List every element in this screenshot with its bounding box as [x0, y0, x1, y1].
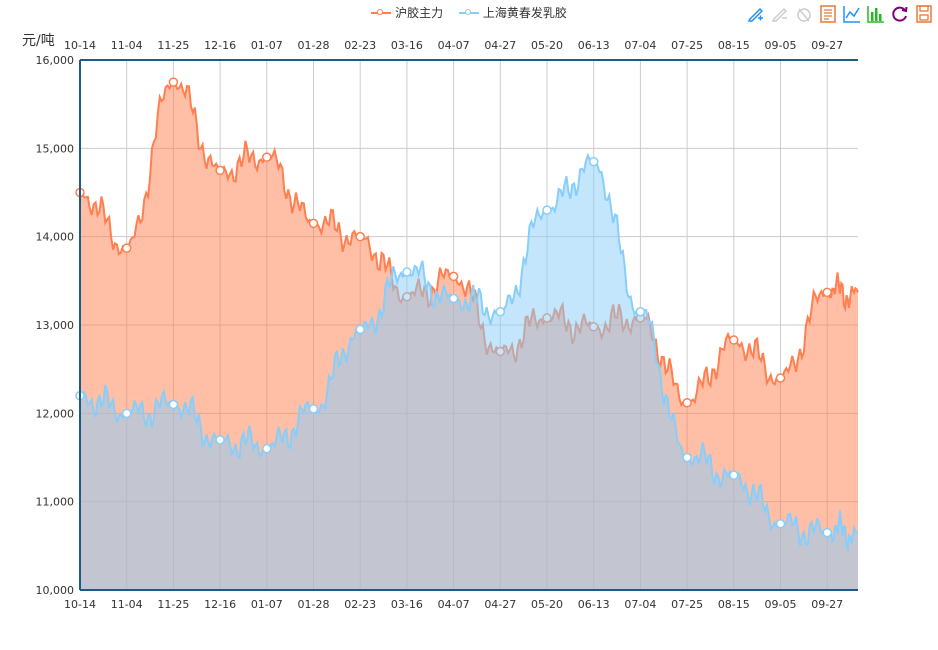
x-tick-label-top-15: 09-05 [765, 39, 797, 52]
x-tick-label-top-10: 05-20 [531, 39, 563, 52]
y-tick-label-0: 10,000 [36, 584, 75, 597]
series-2-point-9 [495, 307, 506, 317]
series-2-line [79, 152, 858, 553]
legend-swatch-series2 [458, 8, 479, 18]
series-1-point-14 [729, 335, 739, 345]
series-2-point-10 [542, 205, 552, 215]
x-tick-label-top-11: 06-13 [578, 39, 610, 52]
y-tick-label-1: 11,000 [36, 496, 75, 509]
x-tick-label-top-2: 11-25 [157, 39, 189, 52]
x-tick-label-bottom-12: 07-04 [624, 598, 656, 611]
x-tick-label-top-7: 03-16 [391, 39, 423, 52]
x-tick-label-bottom-6: 02-23 [344, 598, 376, 611]
series-2-point-13 [682, 452, 692, 463]
x-tick-label-top-4: 01-07 [251, 39, 283, 52]
series-2-point-4 [262, 443, 272, 454]
series-2-point-15 [775, 519, 786, 529]
x-tick-label-top-5: 01-28 [298, 39, 330, 52]
series-1-point-8 [448, 271, 459, 282]
series-2-point-11 [588, 156, 599, 167]
legend: 沪胶主力 上海黄春发乳胶 [0, 4, 938, 21]
x-tick-label-top-9: 04-27 [484, 39, 516, 52]
x-tick-label-bottom-0: 10-14 [64, 598, 96, 611]
legend-label-series1: 沪胶主力 [395, 6, 444, 20]
series-1-point-3 [215, 165, 225, 176]
x-tick-label-bottom-16: 09-27 [811, 598, 843, 611]
mark-icon[interactable] [746, 4, 766, 24]
x-tick-label-bottom-2: 11-25 [157, 598, 189, 611]
x-tick-label-bottom-11: 06-13 [578, 598, 610, 611]
x-tick-label-top-1: 11-04 [111, 39, 143, 52]
x-tick-label-top-0: 10-14 [64, 39, 96, 52]
x-tick-label-bottom-4: 01-07 [251, 598, 283, 611]
x-tick-label-bottom-10: 05-20 [531, 598, 563, 611]
series-1-point-5 [308, 218, 319, 229]
series-2-point-3 [215, 435, 225, 445]
series-2-point-1 [121, 408, 132, 419]
series-1-point-13 [682, 397, 692, 408]
y-tick-label-4: 14,000 [36, 231, 75, 244]
legend-item-series1[interactable]: 沪胶主力 [371, 4, 443, 21]
y-axis-unit-label: 元/吨 [22, 33, 55, 49]
series-2-point-2 [168, 399, 179, 410]
y-tick-label-2: 12,000 [36, 407, 75, 420]
save-image-icon[interactable] [914, 4, 934, 24]
series-1-point-15 [775, 373, 786, 383]
x-tick-label-top-12: 07-04 [624, 39, 656, 52]
x-tick-label-bottom-15: 09-05 [765, 598, 797, 611]
legend-label-series2: 上海黄春发乳胶 [482, 6, 567, 20]
series-2-point-14 [729, 470, 739, 480]
x-tick-label-top-8: 04-07 [438, 39, 470, 52]
x-tick-label-top-14: 08-15 [718, 39, 750, 52]
series-2-point-5 [308, 404, 319, 414]
bar-chart-icon[interactable] [866, 4, 886, 24]
y-tick-label-3: 13,000 [36, 319, 75, 332]
x-tick-label-top-3: 12-16 [204, 39, 236, 52]
x-tick-label-top-13: 07-25 [671, 39, 703, 52]
series-1-point-2 [168, 77, 179, 87]
x-tick-label-bottom-14: 08-15 [718, 598, 750, 611]
series-1-point-6 [355, 231, 365, 242]
y-tick-label-5: 15,000 [36, 142, 75, 155]
x-tick-label-bottom-7: 03-16 [391, 598, 423, 611]
toolbox [746, 4, 934, 24]
mark-undo-icon[interactable] [770, 4, 790, 24]
legend-swatch-series1 [371, 8, 392, 18]
series-1-point-16 [822, 287, 832, 298]
restore-icon[interactable] [890, 4, 910, 24]
series-2-point-16 [822, 527, 832, 538]
x-tick-label-bottom-9: 04-27 [484, 598, 516, 611]
series-2-point-6 [355, 324, 365, 335]
y-tick-label-6: 16,000 [36, 54, 75, 67]
legend-item-series2[interactable]: 上海黄春发乳胶 [458, 4, 567, 21]
x-tick-label-bottom-5: 01-28 [298, 598, 330, 611]
data-view-icon[interactable] [818, 4, 838, 24]
series-1-point-4 [262, 152, 272, 162]
mark-clear-icon[interactable] [794, 4, 814, 24]
x-tick-label-bottom-13: 07-25 [671, 598, 703, 611]
x-tick-label-bottom-8: 04-07 [438, 598, 470, 611]
series-2-point-7 [402, 267, 412, 277]
series-2-point-8 [448, 293, 459, 304]
x-tick-label-bottom-3: 12-16 [204, 598, 236, 611]
x-tick-label-top-16: 09-27 [811, 39, 843, 52]
line-chart-icon[interactable] [842, 4, 862, 24]
series-2-point-12 [635, 307, 646, 317]
x-tick-label-bottom-1: 11-04 [111, 598, 143, 611]
series-2-area [80, 155, 858, 591]
series-1-point-1 [121, 243, 132, 253]
x-tick-label-top-6: 02-23 [344, 39, 376, 52]
